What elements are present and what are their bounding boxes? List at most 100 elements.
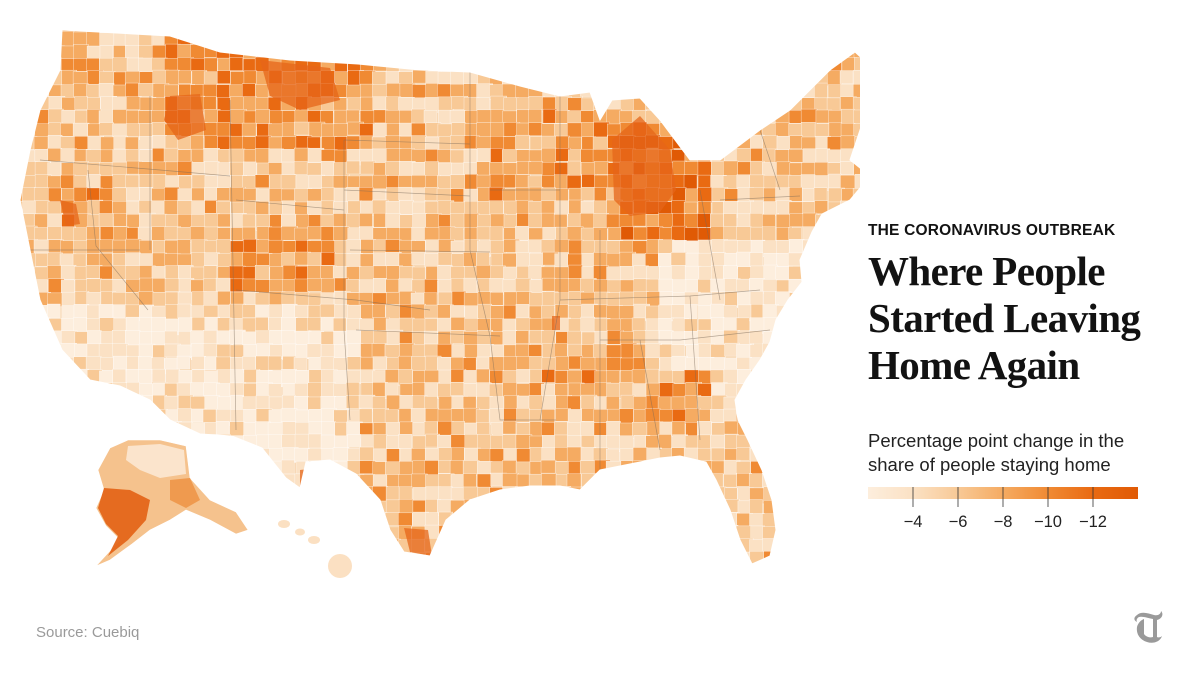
county-cell [528, 500, 542, 517]
county-cell [854, 577, 860, 593]
county-cell [59, 461, 75, 476]
county-cell [593, 71, 610, 88]
county-cell [230, 31, 245, 46]
county-cell [165, 291, 180, 306]
county-cell [671, 265, 686, 281]
county-cell [503, 266, 519, 281]
county-cell [386, 394, 402, 411]
county-cell [709, 123, 725, 138]
county-cell [294, 396, 309, 411]
county-cell [672, 31, 688, 47]
county-cell [60, 499, 77, 513]
county-cell [489, 408, 505, 425]
county-cell [334, 240, 348, 256]
county-cell [424, 30, 440, 34]
county-cell [359, 279, 374, 293]
county-cell [776, 318, 790, 335]
county-cell [450, 434, 468, 449]
county-cell [840, 513, 855, 530]
county-cell [801, 330, 817, 344]
county-cell [462, 460, 480, 476]
county-cell [450, 135, 466, 150]
county-cell [815, 408, 831, 424]
county-cell [787, 357, 803, 375]
legend-tick-label: −10 [1034, 513, 1062, 531]
county-cell [801, 526, 816, 544]
county-cell [801, 356, 818, 372]
county-cell [230, 538, 247, 555]
county-cell [20, 487, 22, 502]
county-cell [634, 565, 648, 578]
county-cell [139, 539, 156, 554]
county-cell [191, 356, 206, 370]
county-cell [814, 200, 828, 214]
county-cell [139, 331, 154, 346]
county-cell [138, 291, 154, 307]
county-cell [620, 525, 637, 541]
county-cell [268, 317, 282, 331]
county-cell [789, 305, 805, 319]
county-cell [438, 525, 456, 539]
county-cell [633, 487, 647, 501]
county-cell [307, 487, 322, 501]
county-cell [464, 318, 479, 332]
county-cell [813, 343, 831, 360]
county-cell [73, 187, 89, 204]
county-cell [178, 526, 193, 541]
county-cell [293, 161, 309, 175]
county-cell [100, 30, 115, 33]
county-cell [789, 58, 804, 73]
legend-title-line-2: share of people staying home [868, 454, 1111, 475]
county-cell [281, 149, 296, 164]
county-cell [424, 200, 441, 216]
county-cell [164, 304, 179, 321]
county-cell [749, 330, 763, 344]
county-cell [801, 434, 816, 449]
county-cell [606, 30, 620, 32]
county-cell [620, 83, 634, 98]
county-cell [243, 58, 257, 73]
county-cell [243, 447, 260, 461]
county-cell [776, 448, 793, 465]
county-cell [347, 525, 363, 541]
county-cell [593, 30, 608, 35]
county-cell [281, 538, 298, 555]
county-cell [34, 421, 49, 436]
county-cell [346, 487, 361, 501]
county-cell [540, 239, 556, 254]
county-cell [228, 551, 246, 564]
county-cell [178, 70, 192, 84]
county-cell [398, 31, 413, 48]
county-cell [802, 252, 818, 270]
county-cell [282, 578, 296, 591]
county-cell [112, 408, 129, 423]
county-cell [516, 252, 531, 267]
county-cell [568, 58, 585, 74]
county-cell [684, 460, 702, 477]
county-cell [242, 304, 257, 318]
county-cell [696, 396, 713, 411]
county-cell [828, 318, 842, 334]
county-cell [528, 122, 542, 136]
county-cell [813, 265, 828, 281]
county-cell [178, 317, 193, 333]
county-cell [165, 368, 180, 384]
county-cell [190, 551, 208, 564]
county-cell [488, 356, 505, 372]
county-cell [619, 539, 635, 554]
county-cell [451, 291, 467, 307]
county-cell [204, 434, 221, 448]
county-cell [801, 122, 816, 138]
county-cell [671, 461, 686, 479]
county-cell [268, 434, 284, 450]
county-cell [21, 253, 38, 269]
county-cell [762, 83, 778, 99]
county-cell [112, 109, 128, 126]
county-cell [22, 538, 36, 554]
county-cell [425, 577, 440, 591]
county-cell [438, 447, 453, 462]
county-cell [320, 31, 337, 48]
county-cell [424, 278, 438, 295]
county-cell [294, 278, 309, 294]
county-cell [527, 239, 543, 254]
